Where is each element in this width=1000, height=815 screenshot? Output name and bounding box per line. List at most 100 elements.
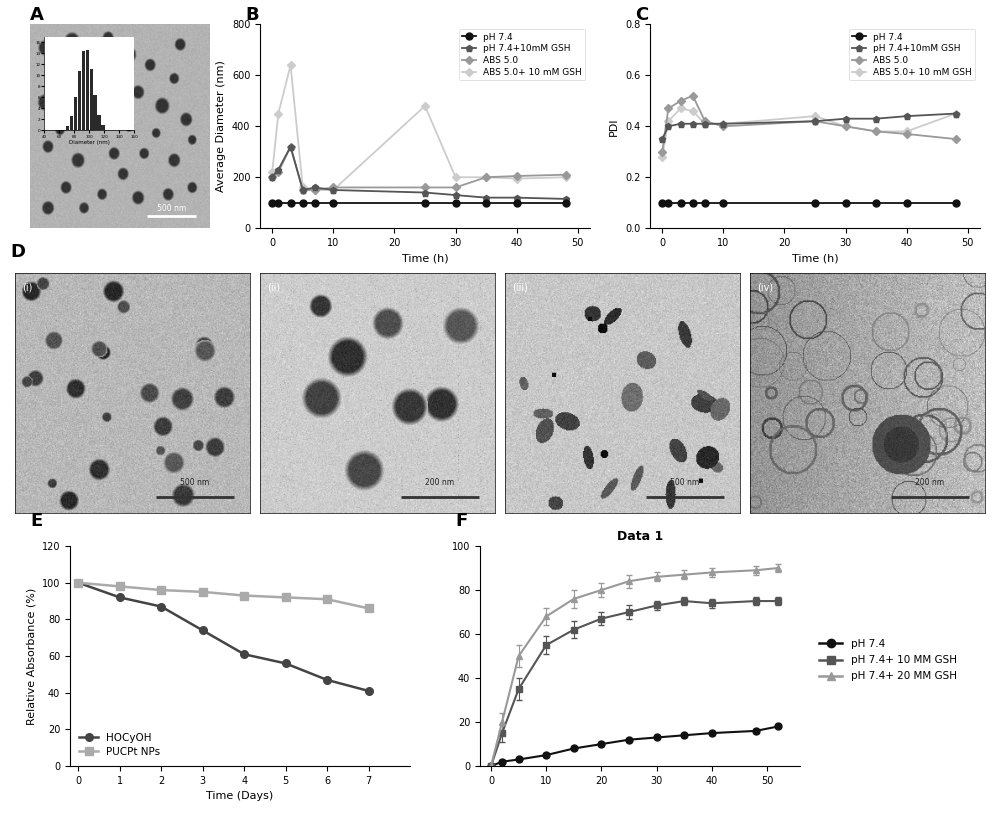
ABS 5.0+ 10 mM GSH — [450, 173, 462, 183]
Line: pH 7.4: pH 7.4 — [269, 199, 569, 206]
pH 7.4 — [480, 198, 492, 208]
Text: (i): (i) — [22, 283, 32, 293]
ABS 5.0+ 10 mM GSH — [717, 119, 729, 129]
Line: ABS 5.0+ 10 mM GSH: ABS 5.0+ 10 mM GSH — [269, 63, 568, 193]
Line: ABS 5.0: ABS 5.0 — [269, 144, 568, 193]
pH 7.4 — [266, 198, 278, 208]
pH 7.4 — [687, 198, 699, 208]
ABS 5.0 — [699, 117, 711, 126]
ABS 5.0+ 10 mM GSH — [656, 152, 668, 161]
ABS 5.0+ 10 mM GSH — [840, 121, 852, 131]
pH 7.4 — [450, 198, 462, 208]
Legend: pH 7.4, pH 7.4+10mM GSH, ABS 5.0, ABS 5.0+ 10 mM GSH: pH 7.4, pH 7.4+10mM GSH, ABS 5.0, ABS 5.… — [849, 29, 975, 81]
ABS 5.0 — [901, 129, 913, 139]
Text: 500 nm: 500 nm — [180, 478, 209, 487]
pH 7.4+10mM GSH — [687, 119, 699, 129]
pH 7.4+10mM GSH — [511, 193, 523, 203]
ABS 5.0 — [480, 173, 492, 183]
ABS 5.0+ 10 mM GSH — [266, 167, 278, 177]
ABS 5.0+ 10 mM GSH — [699, 119, 711, 129]
pH 7.4+10mM GSH — [717, 119, 729, 129]
pH 7.4 — [297, 198, 309, 208]
Line: pH 7.4: pH 7.4 — [659, 199, 959, 206]
pH 7.4 — [309, 198, 321, 208]
pH 7.4+10mM GSH — [950, 108, 962, 118]
X-axis label: Time (h): Time (h) — [792, 253, 838, 263]
pH 7.4+10mM GSH — [870, 114, 882, 124]
Line: ABS 5.0+ 10 mM GSH: ABS 5.0+ 10 mM GSH — [659, 106, 958, 160]
ABS 5.0 — [662, 104, 674, 113]
Text: D: D — [10, 243, 25, 261]
pH 7.4+10mM GSH — [285, 142, 297, 152]
Line: HOCyOH: HOCyOH — [74, 579, 372, 694]
Legend: pH 7.4, pH 7.4+ 10 MM GSH, pH 7.4+ 20 MM GSH: pH 7.4, pH 7.4+ 10 MM GSH, pH 7.4+ 20 MM… — [815, 635, 961, 685]
pH 7.4 — [840, 198, 852, 208]
pH 7.4+10mM GSH — [675, 119, 687, 129]
Text: 500 nm: 500 nm — [670, 478, 699, 487]
ABS 5.0 — [809, 117, 821, 126]
pH 7.4+10mM GSH — [419, 187, 431, 197]
PUCPt NPs — [238, 591, 250, 601]
pH 7.4+10mM GSH — [662, 121, 674, 131]
ABS 5.0+ 10 mM GSH — [901, 126, 913, 136]
ABS 5.0+ 10 mM GSH — [419, 101, 431, 111]
ABS 5.0+ 10 mM GSH — [870, 126, 882, 136]
Text: 200 nm: 200 nm — [425, 478, 454, 487]
Y-axis label: Relative Absorbance (%): Relative Absorbance (%) — [26, 588, 36, 725]
pH 7.4 — [901, 198, 913, 208]
pH 7.4 — [419, 198, 431, 208]
ABS 5.0 — [297, 185, 309, 195]
Text: E: E — [30, 512, 42, 530]
ABS 5.0+ 10 mM GSH — [480, 173, 492, 183]
Title: Data 1: Data 1 — [617, 531, 663, 544]
ABS 5.0 — [266, 173, 278, 183]
pH 7.4+10mM GSH — [309, 183, 321, 192]
Text: (iii): (iii) — [512, 283, 528, 293]
ABS 5.0 — [840, 121, 852, 131]
HOCyOH — [155, 601, 167, 611]
ABS 5.0 — [675, 96, 687, 106]
Line: PUCPt NPs: PUCPt NPs — [74, 579, 372, 612]
PUCPt NPs — [72, 578, 84, 588]
pH 7.4+10mM GSH — [480, 193, 492, 203]
X-axis label: Time (h): Time (h) — [402, 253, 448, 263]
pH 7.4 — [675, 198, 687, 208]
PUCPt NPs — [114, 582, 126, 592]
pH 7.4 — [809, 198, 821, 208]
pH 7.4+10mM GSH — [809, 117, 821, 126]
pH 7.4 — [327, 198, 339, 208]
ABS 5.0 — [285, 142, 297, 152]
ABS 5.0 — [327, 183, 339, 192]
pH 7.4 — [285, 198, 297, 208]
pH 7.4+10mM GSH — [297, 185, 309, 195]
HOCyOH — [280, 659, 292, 668]
Text: A: A — [30, 7, 44, 24]
pH 7.4+10mM GSH — [699, 119, 711, 129]
ABS 5.0 — [870, 126, 882, 136]
ABS 5.0+ 10 mM GSH — [297, 183, 309, 192]
Line: pH 7.4+10mM GSH: pH 7.4+10mM GSH — [269, 143, 569, 202]
PUCPt NPs — [197, 587, 209, 597]
ABS 5.0 — [309, 185, 321, 195]
ABS 5.0 — [950, 134, 962, 144]
pH 7.4 — [662, 198, 674, 208]
ABS 5.0 — [511, 171, 523, 181]
pH 7.4+10mM GSH — [560, 194, 572, 204]
Legend: pH 7.4, pH 7.4+10mM GSH, ABS 5.0, ABS 5.0+ 10 mM GSH: pH 7.4, pH 7.4+10mM GSH, ABS 5.0, ABS 5.… — [459, 29, 585, 81]
Text: C: C — [635, 7, 648, 24]
pH 7.4 — [272, 198, 284, 208]
HOCyOH — [72, 578, 84, 588]
Legend: HOCyOH, PUCPt NPs: HOCyOH, PUCPt NPs — [75, 729, 165, 761]
ABS 5.0+ 10 mM GSH — [285, 60, 297, 70]
pH 7.4 — [511, 198, 523, 208]
ABS 5.0+ 10 mM GSH — [662, 117, 674, 126]
HOCyOH — [114, 593, 126, 602]
ABS 5.0 — [419, 183, 431, 192]
pH 7.4 — [560, 198, 572, 208]
pH 7.4 — [656, 198, 668, 208]
PUCPt NPs — [363, 603, 375, 613]
ABS 5.0+ 10 mM GSH — [560, 173, 572, 183]
HOCyOH — [363, 686, 375, 696]
Text: B: B — [245, 7, 259, 24]
Text: 200 nm: 200 nm — [915, 478, 944, 487]
